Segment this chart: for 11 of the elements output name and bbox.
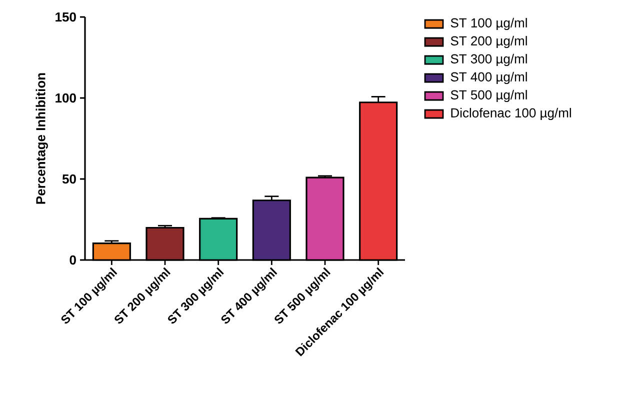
legend-label: ST 400 µg/ml: [450, 72, 527, 84]
legend-label: ST 100 µg/ml: [450, 18, 527, 30]
legend-label: ST 200 µg/ml: [450, 36, 527, 48]
legend-label: ST 500 µg/ml: [450, 90, 527, 102]
y-tick-label: 150: [56, 12, 76, 22]
y-tick-label: 0: [70, 255, 76, 265]
y-tick-label: 50: [62, 174, 76, 184]
y-axis-title: Percentage Inhibition: [36, 73, 48, 204]
legend-label: Diclofenac 100 µg/ml: [451, 108, 571, 120]
legend-label: ST 300 µg/ml: [450, 54, 527, 66]
y-tick-label: 100: [56, 93, 76, 103]
